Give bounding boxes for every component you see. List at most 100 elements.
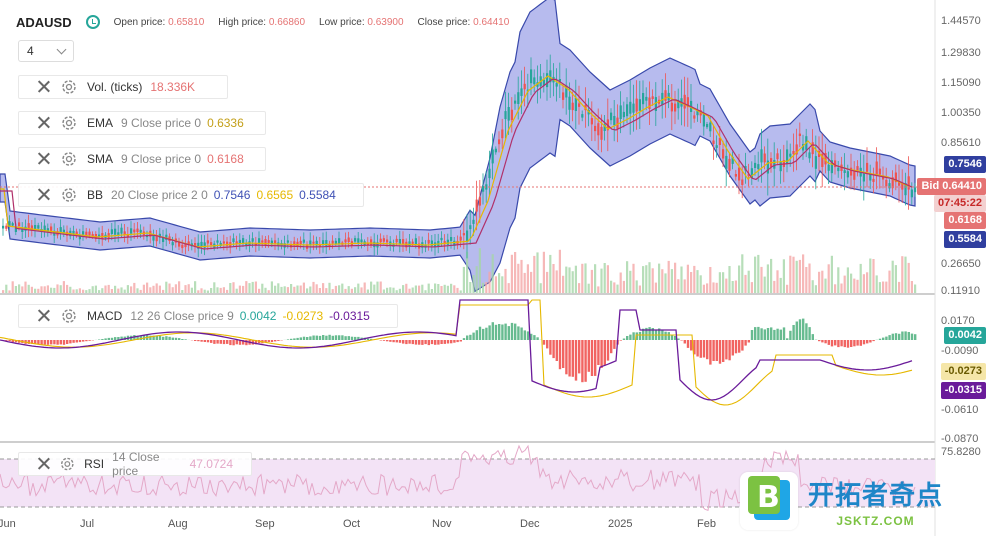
volume-bar — [466, 251, 469, 293]
indicator-value: 0.6168 — [207, 152, 244, 166]
candle-body — [568, 96, 571, 110]
macd-histogram-bar — [347, 336, 350, 340]
indicator-value: 47.0724 — [189, 457, 233, 471]
volume-bar — [88, 289, 91, 293]
macd-histogram-bar — [318, 335, 322, 340]
macd-histogram-bar — [520, 327, 523, 340]
volume-bar — [459, 290, 462, 293]
candle-body — [786, 149, 789, 164]
macd-histogram-bar — [709, 340, 712, 365]
volume-bar — [894, 265, 897, 293]
candle-body — [82, 231, 85, 235]
gear-icon[interactable] — [59, 185, 79, 205]
candle-body — [802, 144, 805, 151]
candle-body — [709, 122, 712, 132]
macd-histogram-bar — [50, 340, 53, 345]
macd-histogram-bar — [587, 340, 590, 372]
candle-body — [459, 236, 462, 241]
close-icon[interactable] — [33, 305, 55, 327]
candle-body — [235, 241, 238, 244]
clock-icon[interactable] — [85, 15, 100, 29]
low-price: Low price: 0.63900 — [319, 16, 404, 28]
close-icon[interactable] — [33, 148, 55, 170]
candle-body — [654, 97, 657, 111]
macd-histogram-bar — [53, 340, 56, 345]
volume-bar — [354, 287, 357, 293]
sma-line — [0, 78, 913, 250]
candle-body — [5, 225, 8, 229]
macd-histogram-bar — [386, 340, 389, 342]
close-icon[interactable] — [33, 112, 55, 134]
candle-body — [446, 239, 449, 245]
macd-histogram-bar — [402, 340, 405, 344]
macd-histogram-bar — [898, 333, 901, 340]
macd-histogram-bar — [619, 340, 622, 341]
candle-body — [245, 242, 248, 246]
volume-bar — [654, 282, 657, 293]
volume-bar — [206, 290, 209, 293]
macd-histogram-bar — [555, 340, 558, 361]
candle-body — [542, 79, 545, 86]
macd-histogram-bar — [446, 340, 450, 344]
gear-icon[interactable] — [58, 454, 77, 474]
macd-histogram-bar — [11, 340, 14, 343]
volume-bar — [898, 281, 901, 293]
volume-bar — [827, 264, 830, 293]
volume-bar — [706, 283, 709, 293]
volume-bar — [146, 282, 149, 293]
gear-icon[interactable] — [59, 113, 79, 133]
gear-icon[interactable] — [59, 77, 79, 97]
indicator-bb[interactable]: BB 20 Close price 2 0 0.7546 0.6565 0.5584 — [18, 183, 364, 207]
candle-body — [603, 124, 606, 131]
candle-body — [261, 240, 264, 243]
volume-bar — [882, 281, 885, 293]
candle-body — [27, 223, 30, 229]
gear-icon[interactable] — [59, 306, 79, 326]
price-tag: Bid 0.64410 — [917, 178, 986, 195]
candle-body — [130, 228, 133, 234]
candle-body — [453, 240, 456, 246]
macd-histogram-bar — [226, 340, 229, 344]
indicator-macd[interactable]: MACD 12 26 Close price 9 0.0042 -0.0273 -0.0… — [18, 304, 398, 328]
volume-bar — [21, 286, 24, 293]
bollinger-band — [0, 0, 916, 293]
macd-histogram-bar — [418, 340, 421, 345]
candle-body — [626, 104, 629, 117]
macd-histogram-bar — [120, 336, 123, 340]
volume-bar — [642, 266, 645, 293]
macd-histogram-bar — [853, 340, 856, 347]
indicator-vol[interactable]: Vol. (ticks) 18.336K — [18, 75, 228, 99]
indicator-ema[interactable]: EMA 9 Close price 0 0.6336 — [18, 111, 266, 135]
candle-body — [549, 70, 552, 83]
gear-icon[interactable] — [59, 149, 79, 169]
macd-histogram-bar — [510, 322, 514, 340]
macd-histogram-bar — [910, 333, 914, 340]
indicator-rsi[interactable]: RSI 14 Close price 47.0724 — [18, 450, 252, 478]
watermark-logo: B — [740, 472, 798, 530]
volume-bar — [552, 264, 555, 293]
macd-histogram-bar — [210, 340, 213, 343]
volume-bar — [309, 286, 312, 293]
indicator-sma[interactable]: SMA 9 Close price 0 0.6168 — [18, 147, 266, 171]
close-icon[interactable] — [33, 76, 55, 98]
volume-bar — [757, 254, 760, 293]
volume-bar — [341, 283, 344, 293]
volume-bar — [846, 267, 849, 293]
close-icon[interactable] — [33, 453, 54, 475]
candle-body — [811, 142, 814, 155]
watermark-title: 开拓者奇点 — [808, 480, 944, 511]
candle-body — [238, 239, 241, 245]
candle-body — [59, 227, 62, 233]
indicator-value: 18.336K — [150, 80, 196, 94]
macd-histogram-bar — [773, 329, 776, 340]
macd-histogram-bar — [501, 324, 504, 340]
volume-bar — [811, 280, 814, 293]
macd-histogram-bar — [699, 340, 702, 358]
close-icon[interactable] — [33, 184, 55, 206]
volume-bar — [347, 286, 350, 293]
candle-body — [462, 233, 465, 236]
timeframe-select[interactable]: 4 — [18, 40, 74, 62]
volume-bar — [824, 278, 827, 293]
volume-bar — [603, 263, 606, 293]
candle-body — [706, 124, 709, 128]
